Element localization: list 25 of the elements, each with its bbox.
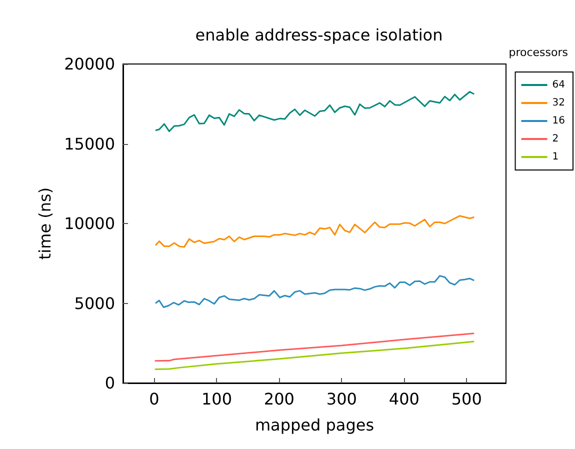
line-series (154, 332, 475, 362)
y-tick-label: 5000 (74, 294, 115, 313)
x-axis-title: mapped pages (254, 416, 374, 434)
line-series (154, 215, 475, 248)
legend-label: 2 (552, 134, 559, 144)
x-tick-label: 500 (451, 390, 482, 408)
x-tick-label: 100 (201, 390, 232, 408)
y-tick-label: 15000 (64, 134, 115, 154)
line-series (154, 275, 475, 308)
y-tick-label: 10000 (64, 214, 115, 233)
x-tick-label: 200 (264, 390, 294, 408)
chart-title: enable address-space isolation (195, 26, 443, 44)
legend-label: 1 (552, 152, 559, 162)
legend-label: 16 (552, 116, 566, 126)
y-tick-label: 0 (104, 374, 115, 392)
y-axis-title: time (ns) (36, 187, 55, 260)
legend-label: 64 (552, 80, 566, 90)
x-tick-label: 0 (149, 390, 160, 408)
y-tick-label: 20000 (64, 54, 115, 74)
legend-label: 32 (552, 98, 566, 108)
line-series (154, 340, 475, 370)
line-series (154, 91, 475, 132)
x-tick-label: 400 (388, 390, 420, 408)
x-tick-label: 300 (326, 390, 357, 408)
legend-title: processors (508, 46, 568, 59)
